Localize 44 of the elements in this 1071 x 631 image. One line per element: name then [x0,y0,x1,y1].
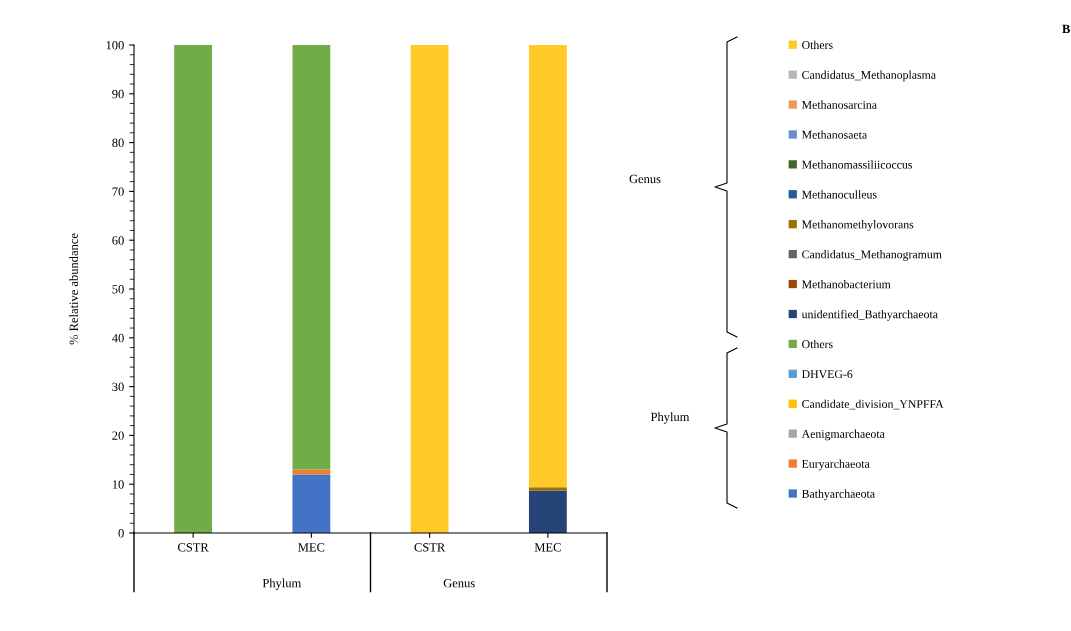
legend-label: Methanosaeta [801,130,868,139]
legend-label: DHVEG-6 [801,370,853,379]
text: Genus [629,174,661,184]
legend-label: Candidatus_Methanogramum [802,250,942,261]
bar [528,45,567,488]
y-tick-label: 100 [106,41,124,50]
x-tick-label: MEC [298,543,325,552]
legend-label: Euryarchaeota [801,459,870,471]
y-tick-label: 30 [112,382,124,392]
legend-label: Aenigmarchaeota [801,429,885,441]
x-tick-label: CSTR [414,543,446,552]
bar [174,45,213,533]
y-tick-label: 60 [112,236,124,245]
y-tick-label: 90 [112,89,124,99]
bar [528,490,567,533]
y-tick-label: 80 [112,138,124,148]
legend-label: unidentified_Bathyarchaeota [801,309,938,321]
legend-label: Candidatus_Methanoplasma [802,70,936,82]
y-tick-label: 20 [112,431,124,440]
legend-label: Others [802,40,833,50]
text: Phylum [650,412,690,424]
y-tick-label: 50 [112,285,124,294]
legend-label: Candidate_division_YNPFFA [802,399,944,410]
bar [292,474,331,533]
x-tick-label: MEC [534,543,561,552]
text: Phylum [262,578,302,590]
legend-label: Methanomethylovorans [801,220,914,231]
bar [292,45,331,470]
bar [410,45,449,533]
y-tick-label: 10 [112,480,124,489]
x-tick-label: CSTR [178,543,209,552]
legend-label: Methanomassiliicoccus [801,160,912,169]
legend-label: Others [802,339,833,349]
text: B [1062,24,1070,34]
bar [528,487,567,491]
y-tick-label: 40 [112,333,124,343]
text: Genus [443,578,475,588]
legend-label: Methanobacterium [801,279,891,289]
y-tick-label: 70 [112,187,124,196]
legend-label: Bathyarchaeota [801,489,875,501]
y-axis-title: % Relative abundance [69,233,79,345]
y-tick-label: 0 [118,529,124,538]
legend-label: Methanosarcina [801,100,877,109]
legend-label: Methanoculleus [801,190,877,199]
